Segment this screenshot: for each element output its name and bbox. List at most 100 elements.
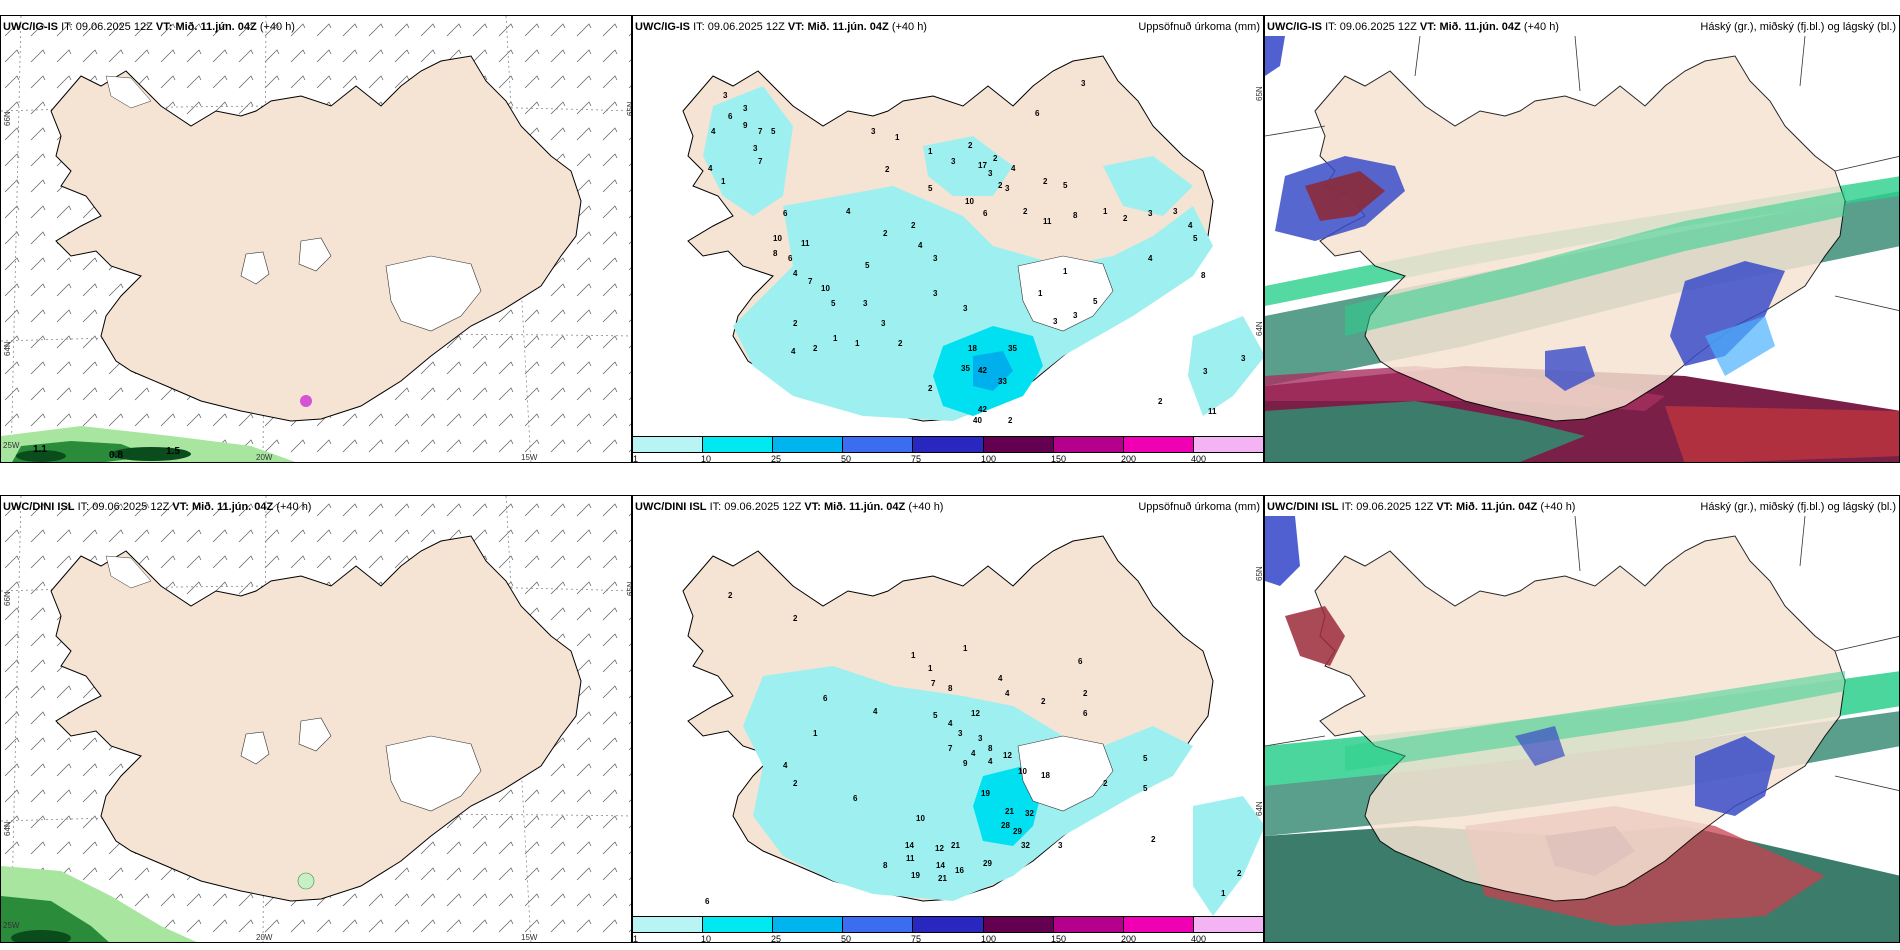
colorbar-tick-label: 25	[770, 454, 781, 463]
vt-label: VT:	[804, 501, 821, 513]
colorbar-tick-label: 75	[910, 454, 921, 463]
precip-value: 2	[898, 339, 903, 348]
precip-value: 6	[853, 794, 858, 803]
precip-value: 8	[1201, 271, 1206, 280]
vt-label: VT:	[1436, 501, 1453, 513]
it-value: 09.06.2025 12Z	[1339, 21, 1417, 33]
cloud-panel-bottom: UWC/DINI ISL IT: 09.06.2025 12Z VT: Mið.…	[1264, 495, 1900, 943]
precip-panel-bottom: 2 2 1 1 7 8 1 4 4 2 6 2 6 4 5 12 4 3 3 8…	[632, 495, 1264, 943]
precip-value: 9	[743, 121, 748, 130]
precip-value: 1	[963, 644, 968, 653]
colorbar-swatch	[983, 437, 1054, 452]
precip-value: 3	[881, 319, 886, 328]
precip-value: 10	[916, 814, 925, 823]
precip-value: 7	[931, 679, 936, 688]
precip-value: 32	[1025, 809, 1034, 818]
precip-value: 8	[988, 744, 993, 753]
precip-value: 3	[743, 104, 748, 113]
colorbar-tick-label: 75	[910, 934, 921, 943]
model-name: UWC/IG-IS	[635, 21, 690, 33]
colorbar-tick-label: 1	[633, 454, 639, 463]
precip-value: 12	[1003, 751, 1012, 760]
precip-value: 8	[773, 249, 778, 258]
precip-value: 2	[1041, 697, 1046, 706]
precip-value: 6	[1035, 109, 1040, 118]
precip-value: 5	[928, 184, 933, 193]
precip-map-bottom: 2 2 1 1 7 8 1 4 4 2 6 2 6 4 5 12 4 3 3 8…	[682, 535, 1263, 916]
precip-value: 11	[1043, 217, 1052, 226]
colorbar-tick-label: 50	[841, 454, 852, 463]
precip-value: 21	[951, 841, 960, 850]
precip-value: 2	[1237, 869, 1242, 878]
precip-value: 5	[1193, 234, 1198, 243]
precip-value: 1	[721, 177, 726, 186]
precip-value: 2	[728, 591, 733, 600]
precip-value: 18	[1041, 771, 1050, 780]
vt-value: Mið. 11.jún. 04Z	[1455, 501, 1538, 513]
panel-header: UWC/IG-IS IT: 09.06.2025 12Z VT: Mið. 11…	[635, 21, 927, 33]
it-label: IT:	[61, 21, 73, 33]
precip-value: 3	[1241, 354, 1246, 363]
cloud-map-bottom	[1265, 515, 1899, 942]
model-name: UWC/DINI ISL	[1267, 501, 1339, 513]
precip-value: 3	[1005, 184, 1010, 193]
wind-panel-bottom: UWC/DINI ISL IT: 09.06.2025 12Z VT: Mið.…	[0, 495, 632, 943]
precip-value: 18	[968, 344, 977, 353]
precip-value: 7	[808, 277, 813, 286]
colorbar-tick-label: 100	[981, 934, 997, 943]
precip-value: 4	[1005, 689, 1010, 698]
precip-value: 3	[933, 254, 938, 263]
colorbar-swatch	[703, 437, 774, 452]
precip-value: 29	[1013, 827, 1022, 836]
colorbar-swatch	[913, 917, 984, 932]
it-value: 09.06.2025 12Z	[1356, 501, 1434, 513]
precip-panel-top: 3 6 3 4 9 7 5 3 7 4 6 1 1 2 3 17 2 3 4 2…	[632, 15, 1264, 463]
colorbar-swatch	[1123, 437, 1194, 452]
precip-value: 12	[971, 709, 980, 718]
colorbar-swatch	[843, 437, 914, 452]
precip-value: 2	[998, 181, 1003, 190]
precip-value: 2	[813, 344, 818, 353]
colorbar-tick-label: 150	[1051, 934, 1067, 943]
precip-value: 2	[1008, 416, 1013, 425]
precip-value: 3	[1081, 79, 1086, 88]
precip-value: 4	[918, 241, 923, 250]
precip-value: 29	[983, 859, 992, 868]
precip-value: 42	[978, 366, 987, 375]
colorbar-tick-label: 200	[1121, 454, 1137, 463]
precip-value: 1	[911, 651, 916, 660]
colorbar-swatch	[773, 437, 844, 452]
colorbar-labels: 1 10 25 50 75 100 150 200 400	[633, 934, 1263, 943]
vt-label: VT:	[172, 501, 189, 513]
precip-value: 3	[1203, 367, 1208, 376]
precip-value: 8	[948, 684, 953, 693]
precip-value: 5	[1143, 784, 1148, 793]
precip-value: 5	[865, 261, 870, 270]
wind-value: 0.8	[109, 450, 123, 461]
precip-value: 2	[793, 779, 798, 788]
precip-value: 21	[1005, 807, 1014, 816]
precip-value: 9	[963, 759, 968, 768]
it-value: 09.06.2025 12Z	[75, 21, 153, 33]
precip-value: 21	[938, 874, 947, 883]
precip-value: 2	[883, 229, 888, 238]
lat-label: 64N	[1255, 801, 1264, 816]
precip-colorbar: 1 10 25 50 75 100 150 200 400	[633, 436, 1263, 462]
precip-value: 2	[793, 319, 798, 328]
precip-value: 2	[1151, 835, 1156, 844]
precip-value: 5	[831, 299, 836, 308]
precip-value: 3	[963, 304, 968, 313]
model-name: UWC/DINI ISL	[3, 501, 75, 513]
precip-value: 3	[978, 734, 983, 743]
lead-time: (+40 h)	[1523, 21, 1559, 33]
precip-title: Uppsöfnuð úrkoma (mm)	[1138, 501, 1260, 513]
panel-header: UWC/IG-IS IT: 09.06.2025 12Z VT: Mið. 11…	[1267, 21, 1559, 33]
precip-value: 2	[1103, 779, 1108, 788]
precip-value: 42	[978, 405, 987, 414]
precip-value: 10	[773, 234, 782, 243]
precip-value: 5	[771, 127, 776, 136]
it-value: 09.06.2025 12Z	[707, 21, 785, 33]
colorbar-tick-label: 25	[770, 934, 781, 943]
precip-value: 10	[821, 284, 830, 293]
wind-panel-top: 1.1 0.8 1.5 UWC/IG-IS IT: 09.06.2025 12Z…	[0, 15, 632, 463]
